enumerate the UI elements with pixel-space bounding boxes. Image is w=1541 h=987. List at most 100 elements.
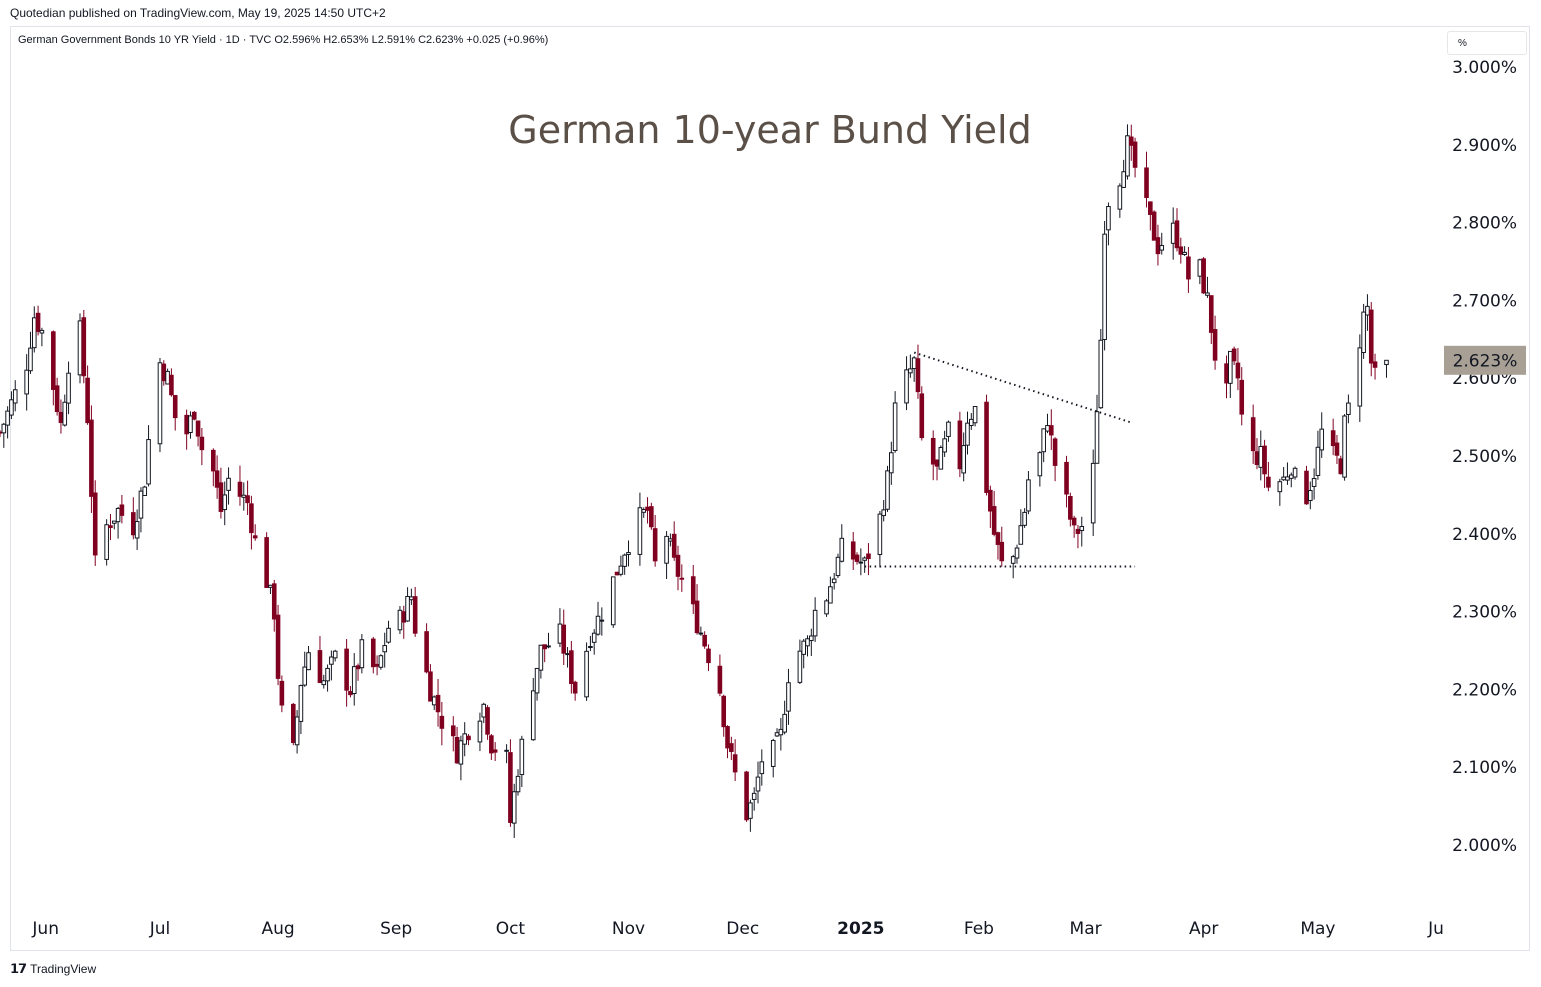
candle-body	[904, 369, 909, 404]
candle-body	[92, 492, 98, 556]
price-tick-label: 2.800%	[1452, 214, 1517, 234]
candle-body	[81, 317, 87, 377]
price-tick-label: 2.900%	[1452, 136, 1517, 156]
candle-body	[332, 650, 338, 659]
time-tick-label: Feb	[964, 919, 994, 939]
trendlines-layer	[864, 351, 1136, 568]
candle-body	[515, 775, 521, 793]
candle-body	[812, 609, 818, 637]
candle-body	[889, 452, 894, 474]
price-tick-label: 2.500%	[1452, 447, 1517, 467]
candle-body	[374, 663, 380, 667]
candle-body	[268, 584, 273, 588]
time-tick-label: Nov	[612, 919, 645, 939]
candle-body	[1026, 479, 1031, 512]
candle-body	[31, 317, 37, 349]
candle-body	[1052, 438, 1058, 466]
chart-frame	[10, 26, 1530, 951]
time-tick-label: Mar	[1070, 919, 1102, 939]
candle-body	[424, 631, 429, 673]
tradingview-footer[interactable]: 𝟭𝟳 TradingView	[10, 961, 96, 977]
candle-body	[1285, 476, 1290, 481]
candle-body	[306, 652, 311, 671]
candle-body	[161, 363, 167, 382]
candle-body	[610, 576, 616, 626]
candle-body	[397, 609, 403, 631]
candle-body	[134, 521, 140, 539]
candle-body	[271, 583, 277, 620]
candle-body	[999, 541, 1005, 562]
candle-body	[1372, 361, 1378, 368]
candle-body	[858, 561, 864, 564]
candle-body	[1365, 305, 1370, 316]
candle-body	[1304, 470, 1309, 505]
time-tick-label: 2025	[837, 919, 884, 939]
candle-body	[290, 703, 296, 743]
candle-body	[294, 716, 300, 746]
candle-body	[770, 739, 776, 767]
candle-body	[1384, 359, 1389, 366]
candle-body	[614, 571, 620, 576]
candle-body	[51, 331, 56, 390]
candle-body	[911, 357, 917, 370]
candle-body	[428, 671, 433, 702]
candle-body	[991, 506, 997, 535]
candle-body	[24, 369, 29, 395]
candle-body	[538, 644, 544, 671]
candle-body	[1254, 451, 1260, 465]
price-tick-label: 2.400%	[1452, 525, 1517, 545]
candle-body	[542, 644, 547, 650]
candle-body	[957, 420, 963, 470]
candle-body	[1170, 222, 1176, 244]
descending-resistance-trendline[interactable]	[913, 351, 1132, 424]
candle-body	[454, 737, 460, 764]
candle-body	[729, 743, 734, 752]
candle-body	[77, 320, 83, 376]
candle-body	[249, 503, 254, 534]
candle-body	[355, 665, 361, 670]
time-axis[interactable]: Jun Jul Aug Sep Oct Nov Dec 2025 Feb Mar Apr May Ju	[31, 919, 1443, 939]
time-tick-label: Apr	[1189, 919, 1218, 939]
candle-body	[1155, 237, 1161, 255]
price-tick-label: 2.100%	[1452, 758, 1517, 778]
candle-body	[698, 632, 704, 635]
candle-body	[218, 482, 224, 512]
price-tick-label: 2.200%	[1452, 680, 1517, 700]
candle-body	[1266, 476, 1271, 488]
candle-body	[759, 761, 765, 775]
candle-body	[1075, 528, 1081, 534]
last-price-label: 2.623%	[1453, 351, 1518, 371]
unit-label: %	[1458, 38, 1467, 49]
candle-body	[119, 504, 125, 516]
candle-body	[1368, 309, 1374, 364]
candle-body	[5, 410, 10, 426]
candle-body	[645, 506, 650, 511]
candle-body	[930, 437, 936, 465]
time-tick-label: Dec	[726, 919, 759, 939]
candle-body	[1182, 251, 1187, 256]
candle-body	[481, 703, 487, 718]
candle-body	[1, 423, 7, 434]
candle-body	[809, 635, 814, 642]
candle-body	[569, 650, 574, 684]
candle-body	[1098, 339, 1104, 409]
candle-body	[104, 524, 109, 560]
candle-body	[778, 728, 784, 736]
candle-body	[1010, 556, 1016, 564]
candle-body	[1144, 167, 1149, 199]
candle-body	[938, 447, 944, 470]
candle-body	[431, 696, 437, 706]
price-tick-label: 2.000%	[1452, 836, 1517, 856]
candle-body	[591, 632, 597, 643]
price-tick-label: 3.000%	[1452, 58, 1517, 78]
candle-body	[721, 695, 727, 728]
candle-body	[599, 619, 605, 622]
price-axis[interactable]: 3.000%2.900%2.800%2.700%2.600%2.500%2.40…	[1452, 58, 1517, 856]
candle-body	[241, 494, 247, 498]
candle-body	[1106, 206, 1111, 231]
symbol-ohlc-line[interactable]: German Government Bonds 10 YR Yield · 1D…	[18, 34, 549, 46]
price-scale-unit-button[interactable]: %	[1447, 31, 1527, 55]
candle-body	[1235, 362, 1241, 379]
candle-body	[450, 725, 456, 737]
